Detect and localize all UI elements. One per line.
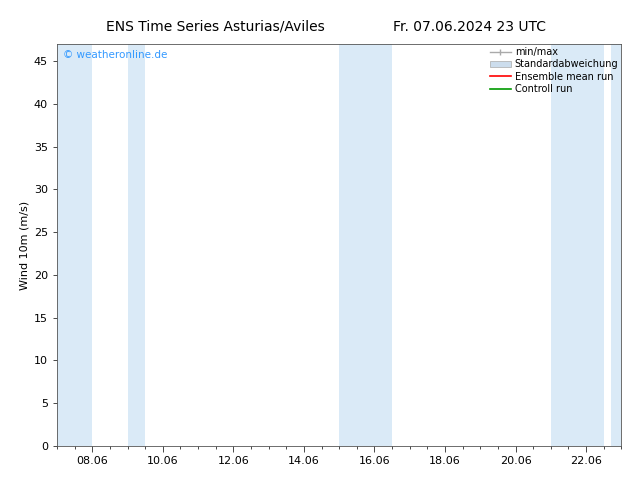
- Bar: [57, 44, 93, 446]
- Text: ENS Time Series Asturias/Aviles: ENS Time Series Asturias/Aviles: [106, 20, 325, 34]
- Bar: [127, 44, 145, 446]
- Bar: [339, 44, 392, 446]
- Bar: [611, 44, 621, 446]
- Bar: [551, 44, 604, 446]
- Text: © weatheronline.de: © weatheronline.de: [63, 50, 167, 60]
- Text: Fr. 07.06.2024 23 UTC: Fr. 07.06.2024 23 UTC: [392, 20, 546, 34]
- Y-axis label: Wind 10m (m/s): Wind 10m (m/s): [20, 200, 30, 290]
- Legend: min/max, Standardabweichung, Ensemble mean run, Controll run: min/max, Standardabweichung, Ensemble me…: [488, 45, 620, 96]
